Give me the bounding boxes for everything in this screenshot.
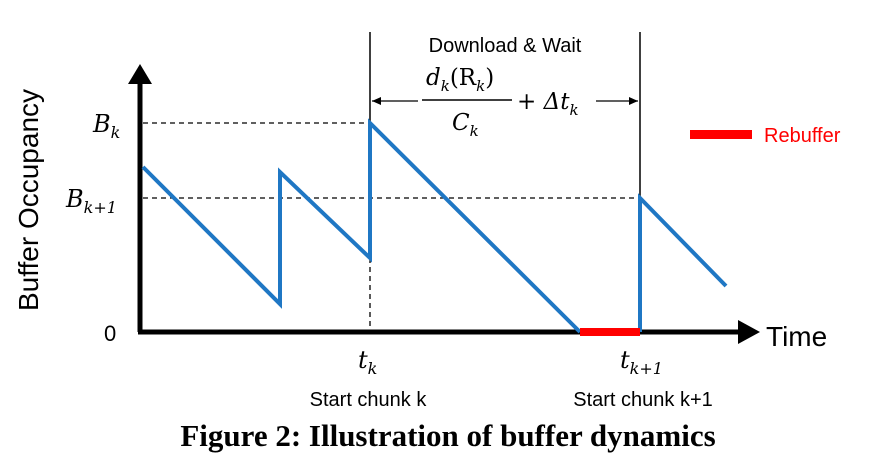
- b-k-label: Bk: [92, 110, 120, 142]
- x-axis-arrowhead: [738, 320, 760, 344]
- origin-label: 0: [104, 321, 116, 346]
- t-k-label: tk: [358, 346, 377, 378]
- interval-denominator: Ck: [452, 110, 479, 140]
- y-axis-arrowhead: [128, 64, 152, 84]
- buffer-occupancy-line-after-rebuffer: [638, 193, 728, 332]
- figure-caption: Figure 2: Illustration of buffer dynamic…: [180, 418, 716, 453]
- buffer-occupancy-line: [141, 118, 582, 334]
- download-wait-title: Download & Wait: [429, 35, 582, 57]
- t-k1-label: tk+1: [620, 346, 663, 378]
- start-chunk-k1-label: Start chunk k+1: [573, 389, 713, 411]
- b-k1-label: Bk+1: [65, 185, 117, 217]
- interval-plus-delta: + Δtk: [517, 89, 579, 119]
- rebuffer-legend-swatch: [690, 130, 752, 139]
- rebuffer-legend-label: Rebuffer: [764, 125, 841, 147]
- start-chunk-k-label: Start chunk k: [310, 389, 428, 411]
- interval-numerator: dk(Rk): [426, 65, 494, 95]
- y-axis-label: Buffer Occupancy: [13, 89, 44, 311]
- x-axis-label: Time: [766, 321, 827, 352]
